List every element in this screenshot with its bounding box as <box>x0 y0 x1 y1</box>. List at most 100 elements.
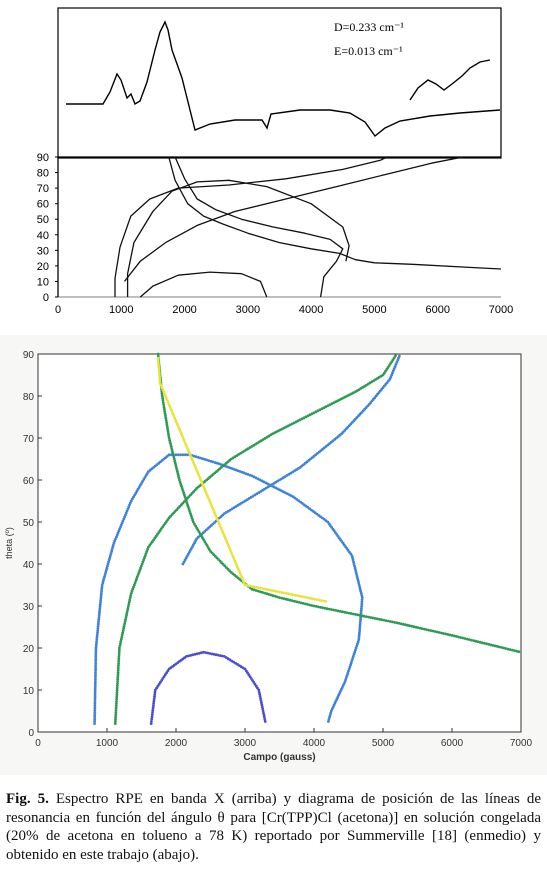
data-point <box>393 365 397 368</box>
data-point <box>399 622 403 626</box>
data-point <box>115 693 119 697</box>
data-point <box>107 558 111 562</box>
data-point <box>99 601 102 604</box>
data-point <box>103 573 107 576</box>
data-point <box>511 648 514 652</box>
data-point <box>502 646 506 650</box>
data-point <box>183 495 187 499</box>
data-point <box>390 373 393 377</box>
data-point <box>103 575 106 578</box>
data-point <box>232 557 236 560</box>
data-point <box>117 648 121 652</box>
x-tick-label: 7000 <box>510 738 533 749</box>
data-point <box>151 711 154 714</box>
data-point <box>174 466 178 469</box>
data-point <box>163 394 167 397</box>
data-point <box>93 691 97 694</box>
data-point <box>150 713 154 716</box>
y-tick-label: 30 <box>37 245 49 257</box>
data-point <box>360 596 364 599</box>
data-point <box>164 418 168 422</box>
data-point <box>97 620 100 624</box>
data-point <box>427 628 430 632</box>
data-point <box>487 642 491 646</box>
data-point <box>371 616 375 620</box>
data-point <box>93 713 97 717</box>
data-point <box>163 412 167 416</box>
data-point <box>355 573 358 576</box>
data-point <box>263 715 266 719</box>
data-point <box>124 616 128 619</box>
data-point <box>116 677 120 681</box>
data-point <box>116 675 120 679</box>
data-point <box>116 668 120 672</box>
data-point <box>356 642 359 646</box>
data-point <box>93 688 97 692</box>
data-point <box>192 454 196 458</box>
data-point <box>116 666 120 670</box>
data-point <box>463 637 467 640</box>
data-point <box>177 474 180 478</box>
epr-spectrum-panel: D=0.233 cm⁻¹ E=0.013 cm⁻¹ <box>57 7 502 159</box>
data-point <box>157 370 161 374</box>
data-point <box>209 459 213 463</box>
data-point <box>245 584 249 587</box>
x-tick-label: 1000 <box>109 304 133 316</box>
data-point <box>478 640 482 644</box>
data-point <box>100 590 103 593</box>
data-point <box>158 372 161 376</box>
data-point <box>437 631 441 634</box>
data-point <box>398 354 401 358</box>
data-point <box>94 655 98 659</box>
data-point <box>352 562 356 566</box>
data-point <box>152 697 156 701</box>
spectrum-frame <box>57 7 502 159</box>
data-point <box>136 573 140 576</box>
data-point <box>98 609 101 613</box>
data-point <box>93 722 96 725</box>
data-point <box>348 665 352 669</box>
data-point <box>190 516 194 520</box>
data-point <box>99 594 103 598</box>
data-point <box>120 633 124 637</box>
data-point <box>114 708 118 712</box>
data-point <box>423 627 426 631</box>
data-point <box>211 506 214 509</box>
data-point <box>127 602 131 606</box>
data-point <box>330 608 333 611</box>
data-point <box>161 401 165 404</box>
y-tick-label: 20 <box>23 644 35 655</box>
data-point <box>182 491 186 494</box>
data-point <box>470 638 473 642</box>
data-point <box>110 550 113 553</box>
data-point <box>171 453 175 457</box>
data-point <box>193 652 197 656</box>
data-point <box>360 607 363 611</box>
data-point <box>425 628 428 631</box>
data-point <box>187 508 191 511</box>
figure-caption: Fig. 5. Espectro RPE en banda X (arriba)… <box>6 790 541 864</box>
data-point <box>347 611 351 615</box>
data-point <box>229 551 233 554</box>
data-point <box>177 476 181 480</box>
x-tick-label: 5000 <box>372 738 395 749</box>
data-point <box>122 624 126 628</box>
data-point <box>116 671 120 674</box>
data-point <box>450 634 454 637</box>
data-point <box>161 396 165 400</box>
data-point <box>263 591 266 595</box>
data-point <box>260 705 264 709</box>
data-point <box>389 375 393 379</box>
data-point <box>116 680 119 683</box>
data-point <box>355 575 359 578</box>
data-point <box>291 593 295 597</box>
data-point <box>171 451 175 455</box>
data-point <box>190 457 194 461</box>
data-point <box>166 400 170 404</box>
data-point <box>167 453 171 457</box>
data-point <box>94 653 98 657</box>
data-point <box>111 543 115 547</box>
data-point <box>435 630 439 634</box>
data-point <box>346 671 350 675</box>
data-point <box>93 708 97 712</box>
